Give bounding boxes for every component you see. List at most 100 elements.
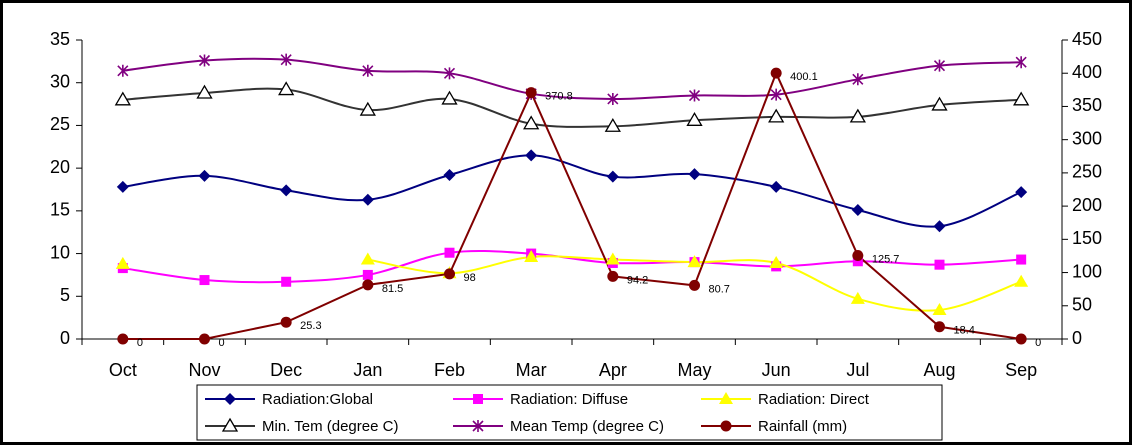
marker xyxy=(933,59,946,72)
data-label: 18.4 xyxy=(954,325,975,337)
x-tick-label: Sep xyxy=(1005,360,1037,380)
data-label: 0 xyxy=(1035,337,1041,349)
marker xyxy=(1014,274,1029,287)
marker xyxy=(117,64,129,77)
marker xyxy=(281,276,292,287)
y2-tick-label: 0 xyxy=(1072,328,1082,348)
data-label: 400.1 xyxy=(790,71,818,83)
marker xyxy=(361,193,374,206)
marker xyxy=(607,270,619,282)
data-label: 370.8 xyxy=(545,91,573,103)
marker xyxy=(932,302,947,315)
marker xyxy=(524,249,539,262)
legend-label: Rainfall (mm) xyxy=(758,418,847,435)
marker xyxy=(441,90,458,105)
marker xyxy=(769,255,784,268)
marker xyxy=(852,73,864,86)
y2-tick-label: 450 xyxy=(1072,29,1102,49)
marker xyxy=(688,168,701,181)
marker xyxy=(114,91,131,106)
marker xyxy=(117,333,129,345)
x-tick-label: Nov xyxy=(188,360,220,380)
data-label: 25.3 xyxy=(300,320,321,332)
marker xyxy=(688,89,701,102)
y2-tick-label: 350 xyxy=(1072,95,1102,115)
marker xyxy=(444,247,455,258)
x-tick-label: Jan xyxy=(353,360,382,380)
marker xyxy=(607,92,619,105)
marker xyxy=(198,54,211,67)
marker xyxy=(525,149,538,162)
marker xyxy=(851,204,864,217)
x-tick-label: May xyxy=(677,360,711,380)
legend-label: Mean Temp (degree C) xyxy=(510,418,664,435)
marker xyxy=(934,321,945,333)
series-line xyxy=(122,87,1022,128)
data-label: 94.2 xyxy=(627,274,648,286)
marker xyxy=(1015,56,1027,69)
marker xyxy=(605,252,620,265)
marker xyxy=(852,256,863,267)
marker xyxy=(278,81,295,96)
marker xyxy=(443,67,456,80)
data-label: 80.7 xyxy=(709,283,730,295)
marker xyxy=(444,268,455,280)
marker xyxy=(116,180,129,193)
y2-tick-label: 50 xyxy=(1072,295,1092,315)
marker xyxy=(689,279,700,291)
marker xyxy=(473,394,483,404)
marker xyxy=(606,170,619,183)
marker xyxy=(196,84,213,99)
marker xyxy=(280,53,292,66)
y-tick-label: 25 xyxy=(50,114,70,134)
marker xyxy=(1016,254,1027,265)
x-tick-label: Mar xyxy=(516,360,547,380)
marker xyxy=(1013,91,1030,106)
data-label: 0 xyxy=(219,337,225,349)
marker xyxy=(719,392,733,404)
legend-box xyxy=(196,384,943,441)
marker xyxy=(443,168,456,181)
marker xyxy=(199,333,210,345)
marker xyxy=(359,101,376,116)
marker xyxy=(362,279,374,291)
marker xyxy=(523,115,540,130)
x-tick-label: Jul xyxy=(846,360,869,380)
x-tick-label: Apr xyxy=(599,360,627,380)
marker xyxy=(850,291,865,304)
marker xyxy=(720,420,732,432)
data-label: 0 xyxy=(137,337,143,349)
marker xyxy=(1015,186,1028,199)
marker xyxy=(280,316,292,328)
y-tick-label: 5 xyxy=(60,285,70,305)
marker xyxy=(770,180,783,193)
legend-label: Radiation: Direct xyxy=(758,391,870,408)
y2-tick-label: 250 xyxy=(1072,162,1102,182)
marker xyxy=(931,96,948,111)
series-line xyxy=(122,154,1022,228)
marker xyxy=(770,88,782,101)
marker xyxy=(852,249,864,261)
marker xyxy=(768,108,785,123)
legend-label: Radiation:Global xyxy=(262,391,373,408)
x-tick-label: Feb xyxy=(434,360,465,380)
x-tick-label: Jun xyxy=(762,360,791,380)
y2-tick-label: 100 xyxy=(1072,261,1102,281)
marker xyxy=(360,252,375,265)
y2-tick-label: 400 xyxy=(1072,62,1102,82)
marker xyxy=(198,169,211,182)
marker xyxy=(362,64,374,77)
y-tick-label: 20 xyxy=(50,157,70,177)
marker xyxy=(115,256,130,269)
y-tick-label: 10 xyxy=(50,242,70,262)
marker xyxy=(604,117,621,132)
y2-tick-label: 150 xyxy=(1072,228,1102,248)
data-label: 98 xyxy=(464,272,476,284)
legend-label: Radiation: Diffuse xyxy=(510,391,628,408)
data-label: 81.5 xyxy=(382,283,403,295)
marker xyxy=(224,393,236,405)
marker xyxy=(199,275,210,286)
marker xyxy=(934,259,945,270)
